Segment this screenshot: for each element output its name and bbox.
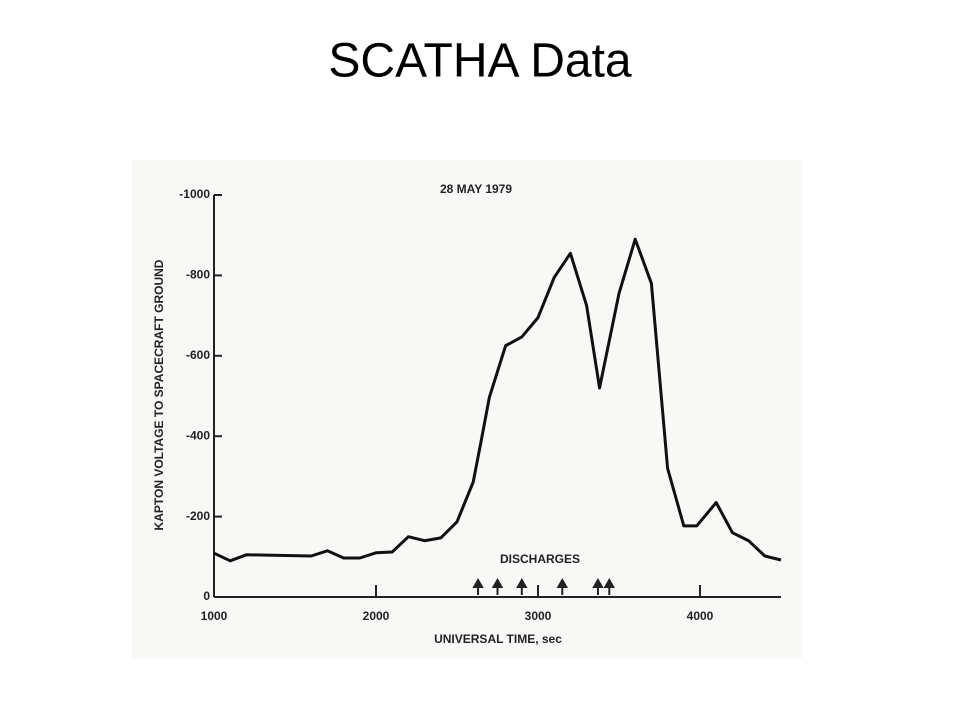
- y-tick-label: 0: [203, 589, 210, 603]
- discharge-arrow: [491, 577, 504, 595]
- discharge-arrow: [472, 577, 484, 595]
- x-axis-label: UNIVERSAL TIME, sec: [434, 632, 562, 646]
- x-tick-label: 4000: [687, 609, 714, 623]
- discharge-arrow: [603, 577, 616, 595]
- annotation: DISCHARGES: [500, 552, 580, 566]
- y-tick-label: -200: [186, 509, 210, 523]
- x-tick-label: 1000: [201, 609, 228, 623]
- x-tick-label: 2000: [363, 609, 390, 623]
- y-tick-label: -600: [186, 348, 210, 362]
- discharge-arrow: [556, 577, 569, 595]
- y-axis-label: KAPTON VOLTAGE TO SPACECRAFT GROUND: [152, 259, 166, 530]
- slide-title: SCATHA Data: [328, 35, 632, 88]
- y-tick-label: -1000: [179, 187, 210, 201]
- y-tick-label: -800: [186, 268, 210, 282]
- chart-background: [132, 160, 802, 658]
- data-line: [213, 237, 782, 563]
- discharge-arrow: [516, 577, 528, 595]
- y-tick-label: -400: [186, 428, 210, 442]
- x-tick-label: 3000: [525, 609, 552, 623]
- chart-title: 28 MAY 1979: [440, 182, 512, 196]
- discharge-arrow: [592, 577, 604, 595]
